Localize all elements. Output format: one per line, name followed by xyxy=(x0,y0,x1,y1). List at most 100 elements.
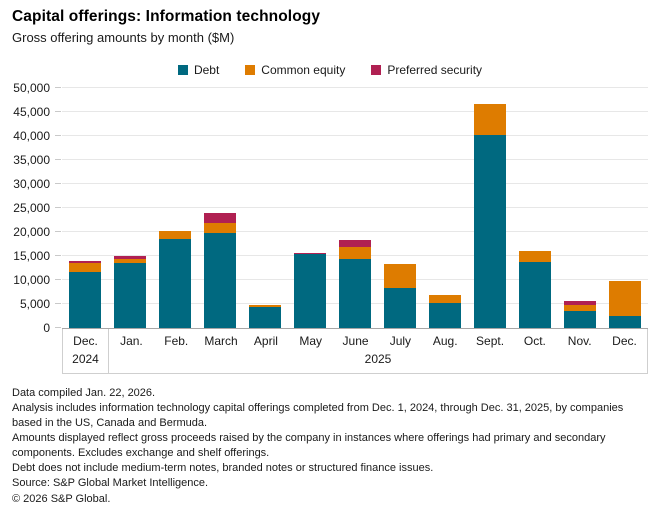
footnote-source: Source: S&P Global Market Intelligence. xyxy=(12,477,209,490)
y-axis: 0 5,000 10,000 15,000 20,000 25,000 30,000 35,0… xyxy=(12,81,62,335)
gridline xyxy=(62,231,648,232)
y-tick-label: 45,000 xyxy=(13,105,50,119)
gridline xyxy=(62,135,648,136)
y-tick-mark xyxy=(55,255,61,256)
year-label-2025: 2025 xyxy=(364,352,392,366)
legend-label: Preferred security xyxy=(387,63,483,77)
bar-segment-common-equity xyxy=(68,263,101,273)
bar-stack-feb-2 xyxy=(158,88,191,328)
bar-segment-common-equity xyxy=(113,259,146,263)
month-label: Jan. xyxy=(120,334,143,348)
legend-swatch-debt xyxy=(177,65,188,75)
month-label: May xyxy=(299,334,323,348)
footnote-compiled: Data compiled Jan. 22, 2026. xyxy=(12,387,156,399)
gridline xyxy=(62,207,648,208)
bar-segment-preferred-security xyxy=(203,212,236,224)
month-label: Feb. xyxy=(164,334,189,348)
footnote-analysis: Analysis includes information technology… xyxy=(12,402,624,429)
bar-segment-debt xyxy=(609,316,642,328)
gridline xyxy=(62,159,648,160)
y-tick-label: 5,000 xyxy=(19,297,50,311)
y-tick-label: 10,000 xyxy=(13,273,50,287)
bar-segment-common-equity xyxy=(384,264,417,288)
x-axis: Dec. 2024 Jan. Feb. March April May June July A… xyxy=(62,329,648,374)
month-label: March xyxy=(204,334,238,348)
bar-stack-march-3 xyxy=(203,88,236,328)
y-tick-mark xyxy=(55,111,61,112)
footnote-copyright: © 2026 S&P Global. xyxy=(12,492,111,505)
bar-stack-july-7 xyxy=(384,88,417,328)
month-label: Oct. xyxy=(523,334,546,348)
footnotes: Data compiled Jan. 22, 2026. Analysis in… xyxy=(12,386,648,507)
bar-stack-nov-11 xyxy=(564,88,597,328)
y-tick-label: 30,000 xyxy=(13,177,50,191)
footnote-debt: Debt does not include medium-term notes,… xyxy=(12,462,434,475)
bar-segment-common-equity xyxy=(293,253,326,255)
legend-item-preferred-security: Preferred security xyxy=(371,63,482,77)
y-tick-mark xyxy=(55,327,61,328)
gridline xyxy=(62,111,648,112)
chart-title: Capital offerings: Information technolog… xyxy=(12,8,321,25)
month-label: June xyxy=(342,334,369,348)
bar-segment-common-equity xyxy=(203,223,236,233)
bar-stack-oct-10 xyxy=(519,88,552,328)
x-axis-group-2025: Jan. Feb. March April May June July Aug. Sept. Oc… xyxy=(109,329,647,373)
bar-stack-may-5 xyxy=(293,88,326,328)
bar-stack-sept-9 xyxy=(474,88,507,328)
y-tick-mark xyxy=(55,303,61,304)
bar-stack-june-6 xyxy=(339,88,371,328)
month-label: Dec. xyxy=(612,334,637,348)
bar-segment-common-equity xyxy=(158,230,191,240)
y-tick-mark xyxy=(55,87,61,88)
y-tick-mark xyxy=(55,135,61,136)
bar-segment-debt xyxy=(68,272,101,328)
y-tick-mark xyxy=(55,231,61,232)
bar-segment-preferred-security xyxy=(339,239,371,248)
bar-segment-preferred-security xyxy=(113,256,146,260)
bar-stack-dec-12 xyxy=(609,88,642,328)
bar-stack-dec-0 xyxy=(68,88,101,328)
bar-segment-debt xyxy=(519,262,552,328)
legend-label: Debt xyxy=(193,63,220,77)
y-tick-label: 35,000 xyxy=(13,153,50,167)
y-tick-mark xyxy=(55,279,61,280)
bar-stack-april-4 xyxy=(248,88,281,328)
y-tick-label: 25,000 xyxy=(13,201,50,215)
bar-segment-debt xyxy=(158,239,191,328)
footnote-amounts: Amounts displayed reflect gross proceeds… xyxy=(12,432,606,459)
plot-area xyxy=(62,87,648,329)
bar-segment-common-equity xyxy=(519,251,552,263)
bar-segment-preferred-security xyxy=(564,301,597,306)
chart-container: 0 5,000 10,000 15,000 20,000 25,000 30,000 35,0… xyxy=(12,81,648,374)
bar-segment-common-equity xyxy=(609,280,642,317)
bar-segment-common-equity xyxy=(339,247,371,259)
x-axis-group-2024: Dec. 2024 xyxy=(63,329,109,373)
month-label: Nov. xyxy=(567,334,592,348)
y-tick-mark xyxy=(55,207,61,208)
y-tick-label: 0 xyxy=(43,321,50,335)
bar-segment-debt xyxy=(429,303,462,328)
y-tick-label: 15,000 xyxy=(13,249,50,263)
bar-segment-debt xyxy=(339,258,371,328)
bar-segment-debt xyxy=(203,232,236,328)
month-label: July xyxy=(389,334,412,348)
bar-segment-debt xyxy=(564,311,597,328)
month-label: April xyxy=(253,334,278,348)
month-label: Sept. xyxy=(476,334,505,348)
legend-label: Common equity xyxy=(261,63,346,77)
bar-segment-debt xyxy=(293,254,326,328)
bar-segment-debt xyxy=(474,135,507,328)
months-row: Jan. Feb. March April May June July Aug. Sept. Oc… xyxy=(109,329,647,348)
y-tick-label: 50,000 xyxy=(13,81,50,95)
legend-item-common-equity: Common equity xyxy=(245,63,345,77)
chart-subtitle: Gross offering amounts by month ($M) xyxy=(12,30,235,45)
year-label-2024: 2024 xyxy=(72,352,99,366)
legend-swatch-preferred-security xyxy=(371,65,382,75)
legend-item-debt: Debt xyxy=(177,63,220,77)
bar-segment-common-equity xyxy=(474,103,507,136)
gridline xyxy=(62,183,648,184)
legend: Debt Common equity Preferred security xyxy=(0,63,660,77)
gridline xyxy=(62,87,648,88)
bar-segment-common-equity xyxy=(248,305,281,308)
